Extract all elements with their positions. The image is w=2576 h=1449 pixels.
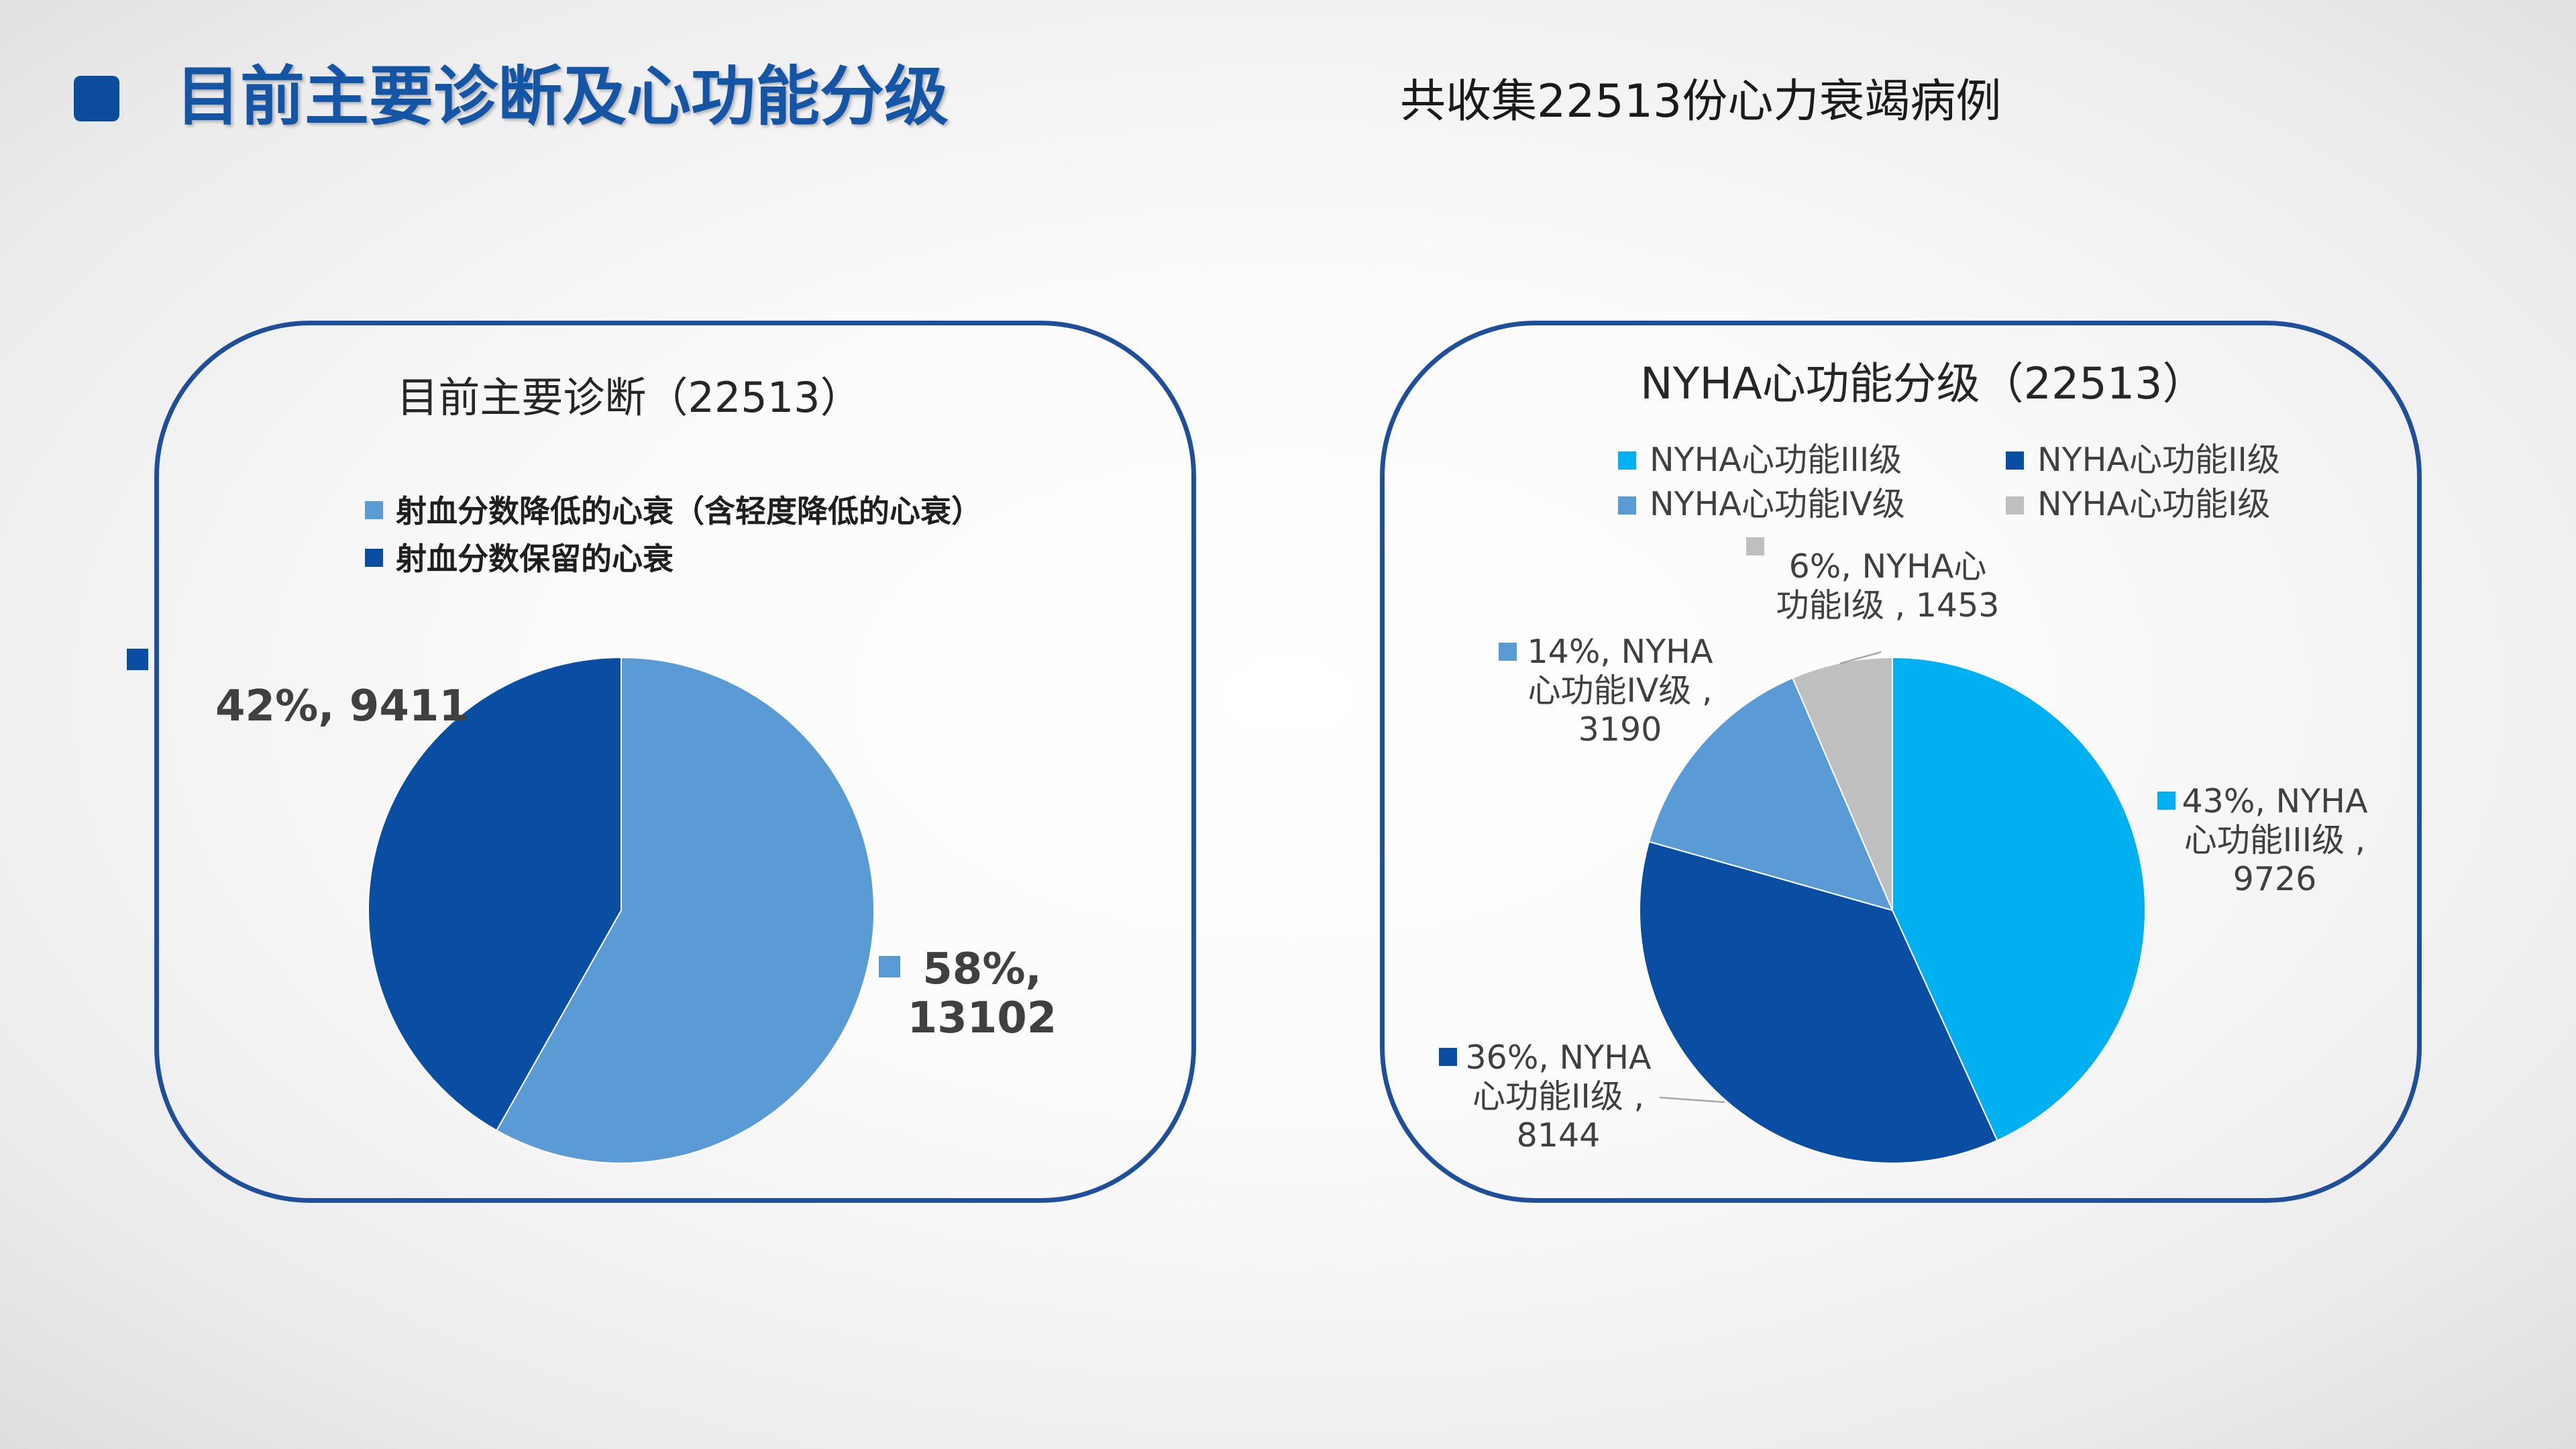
data-label-key-hfref bbox=[879, 956, 900, 977]
legend-label-nyha-ii: NYHA心功能II级 bbox=[2037, 441, 2280, 479]
data-label-key-hfpef bbox=[127, 649, 148, 670]
legend-key-nyha-iv bbox=[1618, 496, 1636, 515]
legend-swatch bbox=[2006, 451, 2024, 470]
data-label-nyha-i: 6%, NYHA心 功能I级 , 1453 bbox=[1776, 547, 2000, 625]
page-title: 目前主要诊断及心功能分级 bbox=[176, 59, 949, 134]
data-label-swatch bbox=[1439, 1048, 1457, 1066]
pie-slice-nyha-iii bbox=[1892, 656, 2147, 1142]
nyha-chart-panel bbox=[1380, 321, 2422, 1203]
data-label-swatch bbox=[1499, 643, 1517, 661]
data-label-key-nyha-ii bbox=[1439, 1048, 1457, 1066]
data-label-nyha-iii: 43%, NYHA 心功能III级 , 9726 bbox=[2182, 782, 2368, 898]
diagnosis-pie-chart bbox=[368, 656, 875, 1164]
legend-swatch bbox=[1618, 451, 1636, 470]
legend-key-nyha-i bbox=[2006, 496, 2024, 515]
data-label-nyha-ii: 36%, NYHA 心功能II级 , 8144 bbox=[1465, 1038, 1652, 1155]
data-label-key-nyha-iii bbox=[2157, 792, 2176, 810]
legend-label-nyha-i: NYHA心功能I级 bbox=[2037, 485, 2271, 523]
legend-key-hfref bbox=[365, 501, 383, 519]
case-count-summary: 共收集22513份心力衰竭病例 bbox=[1400, 75, 2002, 128]
legend-swatch bbox=[2006, 496, 2024, 515]
data-label-swatch bbox=[1746, 537, 1764, 555]
data-label-swatch bbox=[127, 649, 148, 670]
legend-label-hfpef: 射血分数保留的心衰 bbox=[396, 541, 674, 577]
legend-label-hfref: 射血分数降低的心衰（含轻度降低的心衰） bbox=[396, 493, 982, 529]
data-label-hfpef: 42%, 9411 bbox=[215, 682, 469, 731]
nyha-chart-title: NYHA心功能分级（22513） bbox=[1640, 359, 2206, 409]
legend-swatch bbox=[1618, 496, 1636, 515]
pie-slice-nyha-iv bbox=[1648, 677, 1894, 912]
leader-line-nyha-i bbox=[1839, 651, 1882, 665]
pie-slice-hfpef bbox=[368, 656, 622, 1132]
title-marker bbox=[74, 76, 119, 121]
data-label-key-nyha-iv bbox=[1499, 643, 1517, 661]
pie-slice-nyha-ii bbox=[1639, 841, 1998, 1164]
legend-key-hfpef bbox=[365, 549, 383, 567]
data-label-nyha-iv: 14%, NYHA 心功能IV级 , 3190 bbox=[1527, 633, 1713, 749]
data-label-swatch bbox=[879, 956, 900, 977]
legend-key-nyha-iii bbox=[1618, 451, 1636, 470]
pie-slice-hfref bbox=[495, 656, 875, 1164]
nyha-pie-chart bbox=[1639, 651, 2147, 1164]
legend-key-nyha-ii bbox=[2006, 451, 2024, 470]
legend-swatch bbox=[365, 501, 383, 519]
data-label-swatch bbox=[2157, 792, 2176, 810]
legend-swatch bbox=[365, 549, 383, 567]
data-label-key-nyha-i bbox=[1746, 537, 1764, 555]
legend-label-nyha-iii: NYHA心功能III级 bbox=[1650, 441, 1902, 479]
legend-label-nyha-iv: NYHA心功能IV级 bbox=[1650, 485, 1905, 523]
diagnosis-chart-panel bbox=[154, 321, 1196, 1203]
diagnosis-chart-title: 目前主要诊断（22513） bbox=[396, 373, 862, 422]
leader-line-nyha-ii bbox=[1659, 1096, 1725, 1104]
data-label-hfref: 58%, 13102 bbox=[907, 945, 1057, 1043]
